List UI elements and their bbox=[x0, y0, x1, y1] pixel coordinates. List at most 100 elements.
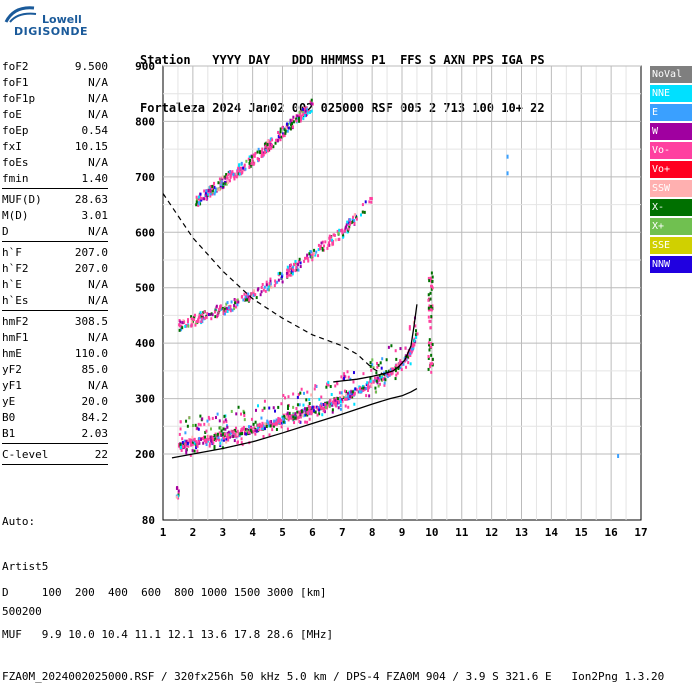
echo-point bbox=[387, 345, 390, 349]
echo-point bbox=[284, 129, 287, 133]
echo-point bbox=[340, 375, 343, 379]
echo-point bbox=[286, 122, 289, 126]
echo-point bbox=[197, 422, 200, 426]
echo-point bbox=[198, 313, 201, 317]
echo-point bbox=[405, 365, 408, 369]
echo-point bbox=[235, 175, 238, 179]
echo-point bbox=[178, 324, 181, 328]
echo-point bbox=[307, 404, 310, 408]
echo-point bbox=[279, 127, 282, 131]
echo-point bbox=[207, 312, 210, 316]
echo-point bbox=[428, 348, 431, 352]
echo-point bbox=[325, 385, 328, 389]
echo-point bbox=[235, 412, 238, 416]
echo-point bbox=[257, 423, 260, 427]
echo-point bbox=[347, 394, 350, 398]
echo-point bbox=[214, 315, 217, 319]
echo-point bbox=[242, 409, 245, 413]
echo-point bbox=[281, 126, 284, 130]
echo-point bbox=[280, 402, 283, 406]
echo-point bbox=[226, 433, 229, 437]
echo-point bbox=[225, 302, 228, 306]
echo-point bbox=[286, 411, 289, 415]
echo-point bbox=[218, 431, 221, 435]
param-row: D N/A bbox=[2, 223, 108, 239]
echo-point bbox=[314, 384, 317, 388]
param-value: N/A bbox=[88, 331, 108, 344]
x-tick-label: 2 bbox=[190, 526, 197, 539]
echo-point bbox=[190, 323, 193, 327]
echo-point bbox=[371, 358, 374, 362]
echo-point bbox=[209, 435, 212, 439]
param-row: foEs N/A bbox=[2, 154, 108, 170]
echo-point bbox=[280, 272, 283, 276]
echo-point bbox=[249, 428, 252, 432]
echo-point bbox=[286, 268, 289, 272]
echo-point bbox=[200, 438, 203, 442]
echo-point bbox=[343, 372, 346, 376]
echo-point bbox=[430, 353, 433, 357]
echo-point bbox=[221, 446, 224, 450]
echo-point bbox=[238, 172, 241, 176]
echo-point bbox=[295, 117, 298, 121]
echo-point bbox=[281, 275, 284, 279]
echo-point bbox=[234, 305, 237, 309]
echo-point bbox=[213, 310, 216, 314]
echo-point bbox=[349, 220, 352, 224]
echo-point bbox=[372, 380, 375, 384]
echo-point bbox=[349, 377, 352, 381]
echo-point bbox=[216, 437, 219, 441]
echo-point bbox=[317, 254, 320, 258]
echo-point bbox=[222, 436, 225, 440]
echo-point bbox=[344, 375, 347, 379]
header-labels: Station YYYY DAY DDD HHMMSS P1 FFS S AXN… bbox=[140, 53, 545, 67]
echo-point bbox=[427, 341, 430, 345]
echo-point bbox=[230, 171, 233, 175]
echo-point bbox=[211, 313, 214, 317]
echo-point bbox=[265, 424, 268, 428]
echo-point bbox=[290, 124, 293, 128]
echo-point bbox=[175, 495, 178, 499]
echo-point bbox=[308, 252, 311, 256]
echo-point bbox=[361, 388, 364, 392]
param-row: foF2 9.500 bbox=[2, 58, 108, 74]
echo-point bbox=[322, 409, 325, 413]
echo-point bbox=[359, 213, 362, 217]
echo-point bbox=[291, 118, 294, 122]
echo-point bbox=[386, 371, 389, 375]
param-value: 22 bbox=[94, 448, 108, 461]
echo-point bbox=[390, 344, 393, 348]
echo-point bbox=[191, 435, 194, 439]
echo-point bbox=[314, 253, 317, 257]
echo-point bbox=[290, 416, 293, 420]
echo-point bbox=[264, 422, 267, 426]
echo-point bbox=[205, 440, 208, 444]
echo-point bbox=[378, 382, 381, 386]
echo-point bbox=[429, 319, 432, 323]
echo-point bbox=[252, 290, 255, 294]
echo-point bbox=[318, 412, 321, 416]
echo-point bbox=[369, 196, 372, 200]
echo-point bbox=[233, 428, 236, 432]
echo-point bbox=[231, 170, 234, 174]
echo-point bbox=[300, 113, 303, 117]
echo-point bbox=[243, 432, 246, 436]
echo-point bbox=[365, 383, 368, 387]
y-tick-label: 200 bbox=[135, 448, 155, 461]
echo-point bbox=[281, 280, 284, 284]
echo-point bbox=[288, 269, 291, 273]
echo-point bbox=[250, 162, 253, 166]
echo-point bbox=[310, 250, 313, 254]
param-name: foEs bbox=[2, 156, 29, 169]
echo-point bbox=[238, 169, 241, 173]
echo-point bbox=[313, 405, 316, 409]
echo-point bbox=[341, 399, 344, 403]
echo-point bbox=[189, 440, 192, 444]
param-separator bbox=[2, 443, 108, 444]
echo-point bbox=[308, 398, 311, 402]
echo-point bbox=[209, 313, 212, 317]
footer: D 100 200 400 600 800 1000 1500 3000 [km… bbox=[2, 558, 664, 698]
auto-label: Auto: bbox=[2, 515, 36, 528]
x-tick-label: 10 bbox=[425, 526, 438, 539]
echo-point bbox=[261, 424, 264, 428]
